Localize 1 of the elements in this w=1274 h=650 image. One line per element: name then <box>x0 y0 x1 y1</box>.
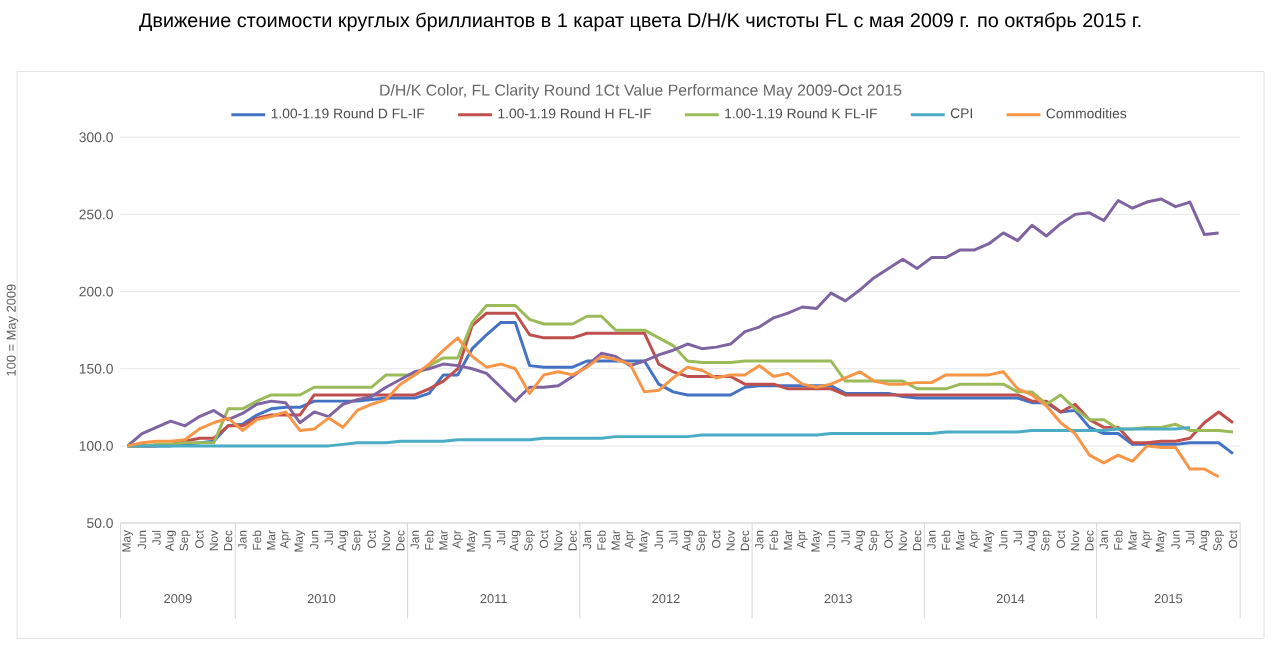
chart-title: Движение стоимости круглых бриллиантов в 1 карат цвета D/H/K чистоты FL с мая 2009 г. по октябрь 2015 г. <box>139 12 1141 32</box>
